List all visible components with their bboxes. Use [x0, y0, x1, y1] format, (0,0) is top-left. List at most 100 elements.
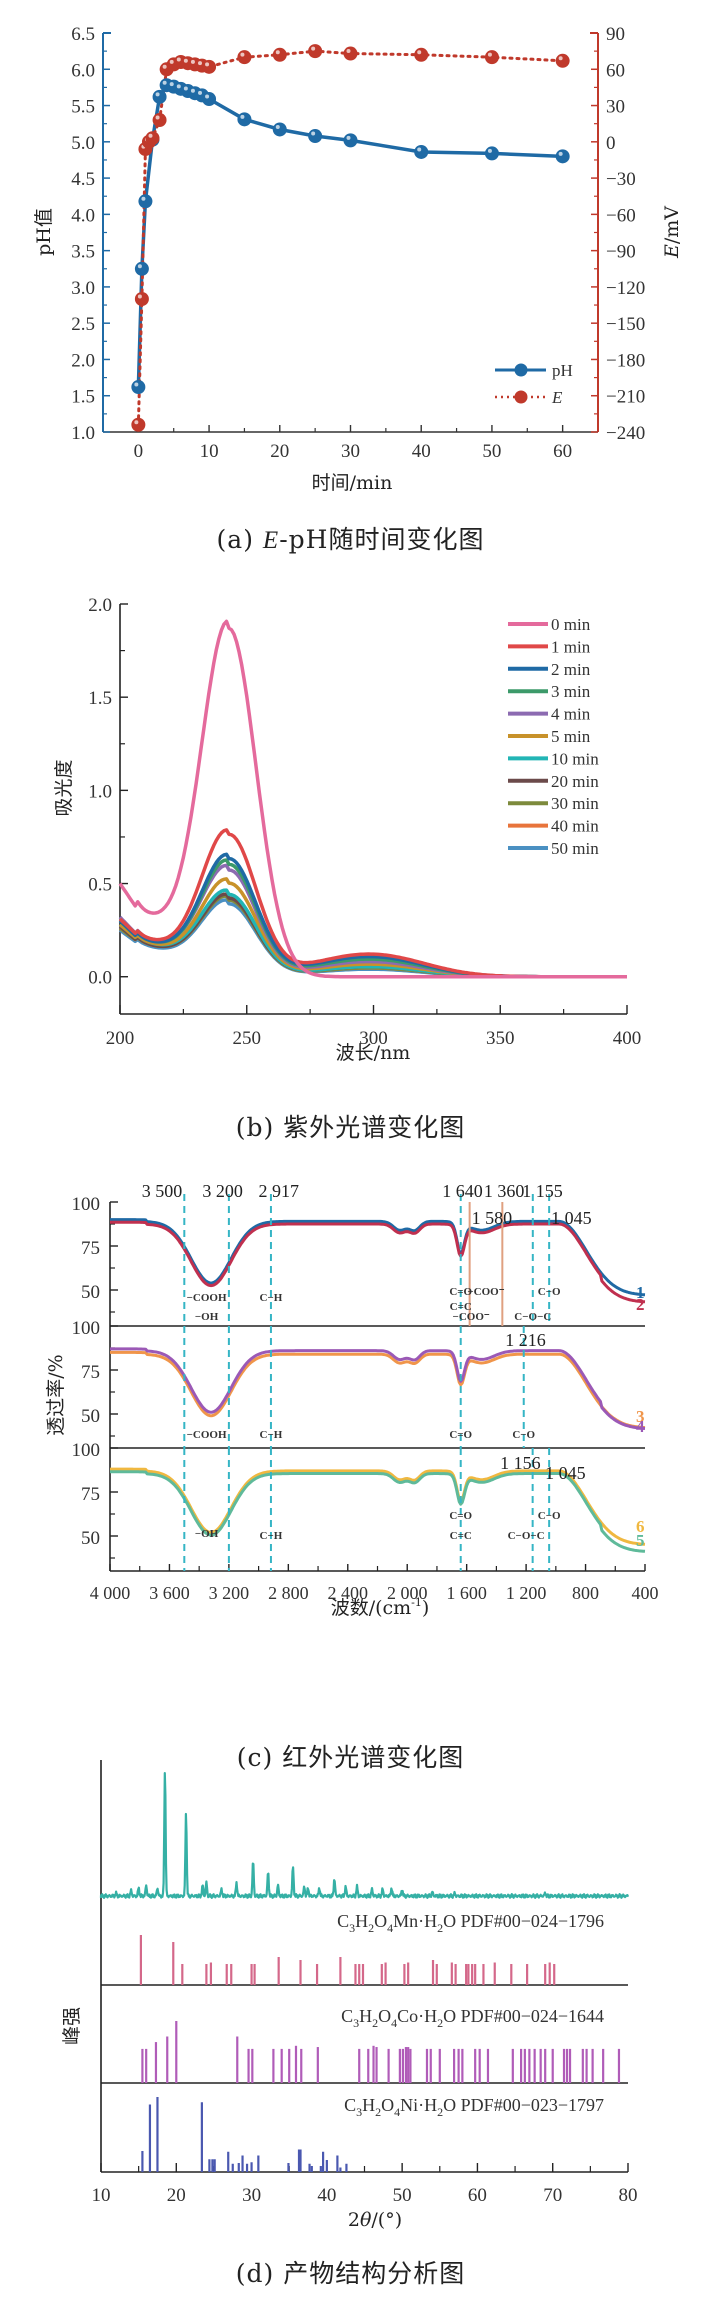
series-number-label: 1 — [636, 1283, 645, 1302]
functional-group-label: C=O — [449, 1286, 472, 1298]
caption-d: (d) 产物结构分析图 — [235, 2259, 466, 2288]
data-point-ph — [237, 112, 252, 127]
y-tick-label: 75 — [81, 1362, 100, 1383]
x-tick-label: 20 — [167, 2185, 186, 2206]
chart-a-legend: pH E — [495, 361, 573, 407]
series-line-ph — [136, 83, 563, 388]
y-tick-label: 2.0 — [88, 595, 112, 616]
label-part: Mn·H — [393, 1911, 437, 1931]
point-highlight — [275, 50, 280, 55]
label-part: O PDF#00−023−1797 — [443, 2095, 604, 2115]
label-part: Ni·H — [400, 2095, 437, 2115]
data-point-e — [555, 53, 570, 68]
point-highlight — [558, 151, 563, 156]
label-part: O — [381, 2095, 394, 2115]
x-tick-label: 2 000 — [387, 1583, 428, 1603]
label-part: 3 — [353, 2016, 359, 2030]
point-highlight — [134, 420, 139, 425]
y-tick-label: 100 — [72, 1318, 101, 1339]
label-part: O — [374, 1911, 387, 1931]
y-tick-label: 50 — [81, 1282, 100, 1303]
left-tick-label: 6.5 — [71, 24, 95, 45]
point-highlight — [141, 196, 146, 201]
point-highlight — [346, 135, 351, 140]
legend-label: 1 min — [551, 637, 591, 656]
data-point-ph — [138, 194, 153, 209]
data-point-e — [152, 113, 167, 128]
point-highlight — [346, 49, 351, 54]
chart-a-ylabel-right: E/mV — [661, 206, 683, 259]
ir-curve-4 — [110, 1347, 646, 1430]
series-number-label: 5 — [636, 1531, 645, 1550]
chart-c-xlabel: 波数/(cm-1) — [331, 1596, 430, 1619]
functional-group-label: C−O−C — [508, 1530, 545, 1542]
peak-wavenumber-label: 1 580 — [472, 1208, 513, 1228]
point-highlight — [275, 124, 280, 129]
functional-group-label: −COO⁻ — [467, 1286, 504, 1298]
point-highlight — [169, 59, 174, 64]
right-tick-label: −240 — [606, 423, 645, 444]
data-point-e — [237, 50, 252, 65]
x-tick-label: 350 — [486, 1028, 515, 1049]
x-tick-label: 30 — [341, 441, 360, 462]
caption-b: (b) 紫外光谱变化图 — [235, 1113, 466, 1142]
functional-group-label: −COOH — [187, 1292, 227, 1304]
chart-a-ph-e-vs-time: 1.0 1.5 2.0 2.5 3.0 3.5 4.0 4.5 5.0 5.5 6.0 6.5 90 60… — [33, 24, 683, 494]
left-tick-label: 3.5 — [71, 242, 95, 263]
functional-group-label: C−O — [538, 1286, 561, 1298]
left-tick-label: 1.0 — [71, 423, 95, 444]
legend-label: 3 min — [551, 682, 591, 701]
legend-label: 40 min — [551, 817, 599, 836]
data-point-e — [308, 44, 323, 59]
point-highlight — [198, 61, 202, 66]
legend-label-e: E — [551, 388, 563, 407]
data-point-ph — [343, 133, 358, 148]
y-tick-label: 100 — [72, 1194, 101, 1215]
data-point-ph — [202, 92, 217, 107]
label-part: C — [341, 2006, 353, 2026]
x-tick-label: 2 800 — [268, 1583, 309, 1603]
legend-label: 5 min — [551, 727, 591, 746]
right-tick-label: 0 — [606, 133, 616, 154]
x-tick-label: 400 — [632, 1583, 659, 1603]
left-tick-label: 3.0 — [71, 278, 95, 299]
reference-pattern-label: C3H2O4Co·H2O PDF#00−024−1644 — [341, 2006, 604, 2030]
left-tick-label: 1.5 — [71, 387, 95, 408]
x-tick-label: 1 600 — [446, 1583, 487, 1603]
point-highlight — [417, 50, 422, 55]
x-tick-label: 60 — [553, 441, 572, 462]
functional-group-label: −COO⁻ — [453, 1311, 490, 1323]
point-highlight — [205, 62, 210, 67]
point-highlight — [169, 82, 174, 87]
chart-c-ylabel: 透过率/% — [45, 1354, 67, 1435]
functional-group-label: C−O — [512, 1429, 535, 1441]
peak-wavenumber-label: 1 216 — [505, 1330, 546, 1350]
functional-group-label: −OH — [195, 1311, 219, 1323]
data-point-ph — [131, 380, 146, 395]
label-part: 3 — [349, 1921, 355, 1935]
chart-d-ylabel: 峰强 — [61, 2007, 83, 2045]
right-tick-label: 30 — [606, 97, 625, 118]
legend-label-ph: pH — [552, 361, 573, 380]
data-point-e — [134, 292, 149, 306]
label-part: O PDF#00−024−1644 — [443, 2006, 604, 2026]
y-tick-label: 75 — [81, 1484, 100, 1505]
right-tick-label: −60 — [606, 205, 636, 226]
peak-wavenumber-label: 1 156 — [500, 1453, 541, 1473]
label-part: H — [362, 2095, 375, 2115]
functional-group-label: C=O — [449, 1429, 472, 1441]
point-highlight — [487, 52, 492, 57]
peak-wavenumber-label: 1 155 — [522, 1181, 563, 1201]
x-tick-label: 50 — [482, 441, 501, 462]
right-tick-label: −90 — [606, 242, 636, 263]
functional-group-label: −COOH — [187, 1429, 227, 1441]
point-highlight — [190, 88, 195, 93]
x-tick-label: 50 — [393, 2185, 412, 2206]
series-number-label: 3 — [636, 1407, 645, 1426]
data-point-e — [272, 47, 287, 62]
y-tick-label: 50 — [81, 1406, 100, 1427]
point-highlight — [240, 114, 245, 119]
label-part: 2 — [372, 2016, 378, 2030]
left-tick-label: 2.5 — [71, 314, 95, 335]
ir-curve-3 — [110, 1350, 646, 1430]
